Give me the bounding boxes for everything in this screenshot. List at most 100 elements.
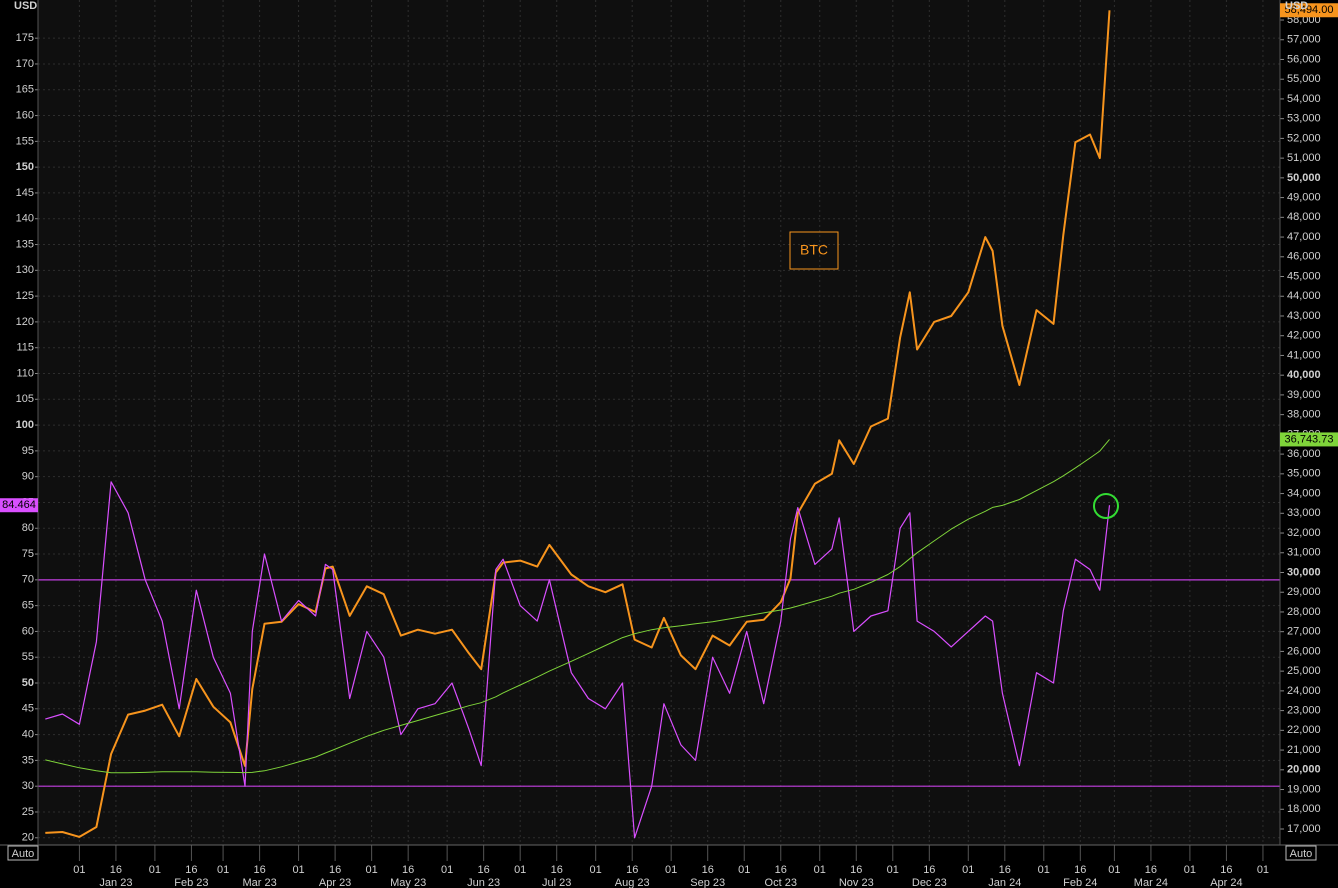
y-tick-label: 40	[22, 729, 34, 741]
month-label: Jul 23	[542, 877, 571, 888]
x-tick-label: 16	[775, 864, 787, 876]
y-tick-label: 50	[22, 677, 34, 689]
y2-tick-label: 54,000	[1287, 93, 1321, 105]
y-tick-label: 35	[22, 754, 34, 766]
scale-button[interactable]	[7, 845, 39, 861]
x-tick-label: 01	[1184, 864, 1196, 876]
x-tick-label: 01	[1038, 864, 1050, 876]
y2-tick-label: 32,000	[1287, 527, 1321, 539]
value-tag	[0, 498, 38, 513]
y-tick-label: 20	[22, 832, 34, 844]
y-tick-label: 75	[22, 548, 34, 560]
y-tick-label: 135	[16, 238, 34, 250]
y2-tick-label: 28,000	[1287, 606, 1321, 618]
y-tick-label: 60	[22, 625, 34, 637]
annotation-box	[789, 231, 839, 270]
y2-tick-label: 47,000	[1287, 231, 1321, 243]
y-tick-label: 130	[16, 264, 34, 276]
y2-tick-label: 25,000	[1287, 665, 1321, 677]
x-tick-label: 16	[626, 864, 638, 876]
y2-tick-label: 31,000	[1287, 547, 1321, 559]
series-line	[45, 439, 1110, 774]
y2-tick-label: 22,000	[1287, 724, 1321, 736]
x-tick-label: 16	[1145, 864, 1157, 876]
y2-tick-label: 27,000	[1287, 626, 1321, 638]
x-tick-label: 01	[514, 864, 526, 876]
scale-button[interactable]	[1285, 845, 1317, 861]
y2-tick-label: 23,000	[1287, 705, 1321, 717]
y2-tick-label: 53,000	[1287, 113, 1321, 125]
y-tick-label: 25	[22, 806, 34, 818]
value-tag	[1280, 3, 1338, 18]
month-label: Oct 23	[765, 877, 797, 888]
x-tick-label: 01	[814, 864, 826, 876]
scale-mode[interactable]: Auto	[12, 848, 35, 860]
value-tag-label: 36,743.73	[1285, 433, 1334, 445]
month-label: Feb 23	[174, 877, 208, 888]
y2-tick-label: 40,000	[1287, 369, 1321, 381]
x-tick-label: 01	[887, 864, 899, 876]
y-tick-label: 120	[16, 316, 34, 328]
y-tick-label: 55	[22, 651, 34, 663]
y2-tick-label: 34,000	[1287, 487, 1321, 499]
y2-tick-label: 43,000	[1287, 310, 1321, 322]
month-label: Jan 24	[988, 877, 1021, 888]
x-tick-label: 01	[738, 864, 750, 876]
annotation: BTC	[800, 242, 828, 258]
x-tick-label: 01	[217, 864, 229, 876]
y2-tick-label: 56,000	[1287, 53, 1321, 65]
month-label: Apr 23	[319, 877, 351, 888]
y2-tick-label: 29,000	[1287, 586, 1321, 598]
x-tick-label: 01	[292, 864, 304, 876]
x-tick-label: 16	[329, 864, 341, 876]
y-tick-label: 30	[22, 780, 34, 792]
y2-tick-label: 17,000	[1287, 823, 1321, 835]
plot-area	[38, 0, 1280, 845]
y-tick-label: 150	[16, 161, 34, 173]
y2-tick-label: 35,000	[1287, 468, 1321, 480]
y-tick-label: 65	[22, 600, 34, 612]
x-tick-label: 01	[441, 864, 453, 876]
x-tick-label: 01	[962, 864, 974, 876]
x-tick-label: 01	[73, 864, 85, 876]
month-label: Dec 23	[912, 877, 947, 888]
x-tick-label: 16	[999, 864, 1011, 876]
month-label: May 23	[390, 877, 426, 888]
y-tick-label: 160	[16, 109, 34, 121]
x-tick-label: 16	[402, 864, 414, 876]
y2-tick-label: 39,000	[1287, 389, 1321, 401]
highlight-circle	[1093, 493, 1119, 519]
scale-mode[interactable]: Auto	[1290, 848, 1313, 860]
y-tick-label: 165	[16, 84, 34, 96]
month-label: Feb 24	[1063, 877, 1097, 888]
y2-tick-label: 21,000	[1287, 744, 1321, 756]
y-tick-label: 110	[16, 367, 34, 379]
y2-tick-label: 41,000	[1287, 349, 1321, 361]
y-tick-label: 140	[16, 213, 34, 225]
x-tick-label: 01	[366, 864, 378, 876]
y2-tick-label: 50,000	[1287, 172, 1321, 184]
month-label: Jun 23	[467, 877, 500, 888]
month-label: Aug 23	[615, 877, 650, 888]
y-tick-label: 145	[16, 187, 34, 199]
y2-tick-label: 19,000	[1287, 783, 1321, 795]
y-tick-label: 45	[22, 703, 34, 715]
y-tick-label: 80	[22, 522, 34, 534]
x-tick-label: 16	[185, 864, 197, 876]
y-tick-label: 105	[16, 393, 34, 405]
y2-tick-label: 48,000	[1287, 211, 1321, 223]
y-tick-label: 95	[22, 445, 34, 457]
y-tick-label: 70	[22, 574, 34, 586]
month-label: Apr 24	[1210, 877, 1242, 888]
x-tick-label: 01	[590, 864, 602, 876]
x-tick-label: 01	[149, 864, 161, 876]
y2-unit: USD	[1285, 0, 1308, 12]
y-tick-label: 175	[16, 32, 34, 44]
y2-tick-label: 36,000	[1287, 448, 1321, 460]
month-label: Jan 23	[99, 877, 132, 888]
month-label: Nov 23	[839, 877, 874, 888]
y-unit: USD	[14, 0, 37, 12]
y2-tick-label: 44,000	[1287, 290, 1321, 302]
